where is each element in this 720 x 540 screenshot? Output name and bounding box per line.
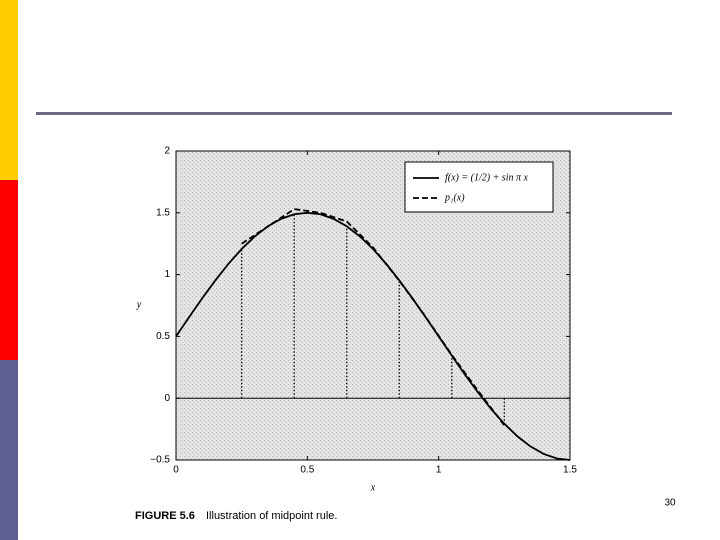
y-tick-label: −0.5 <box>150 455 170 466</box>
series-line <box>241 208 506 426</box>
accent-bar <box>0 0 18 180</box>
page-number: 30 <box>664 498 676 509</box>
caption-label: FIGURE 5.6 <box>135 510 195 522</box>
x-tick-label: 0 <box>173 465 179 476</box>
x-tick-label: 0.5 <box>300 465 314 476</box>
legend-box <box>404 161 554 213</box>
x-tick-label: 1.5 <box>563 465 577 476</box>
y-axis-label: y <box>136 299 142 310</box>
y-tick-label: 1.5 <box>156 207 170 218</box>
caption-text: Illustration of midpoint rule. <box>206 510 337 522</box>
x-tick-label: 1 <box>436 465 442 476</box>
accent-bar <box>0 360 18 540</box>
rule <box>36 112 672 115</box>
accent-bar <box>0 180 18 360</box>
legend-label: f(x) = (1/2) + sin π x <box>445 172 528 183</box>
y-tick-label: 0 <box>164 393 170 404</box>
x-axis-label: x <box>370 482 376 493</box>
legend-label: p₁(x) <box>444 192 465 203</box>
y-tick-label: 0.5 <box>156 331 170 342</box>
y-tick-label: 1 <box>164 269 170 280</box>
y-tick-label: 2 <box>164 146 170 157</box>
series-line <box>175 211 571 461</box>
